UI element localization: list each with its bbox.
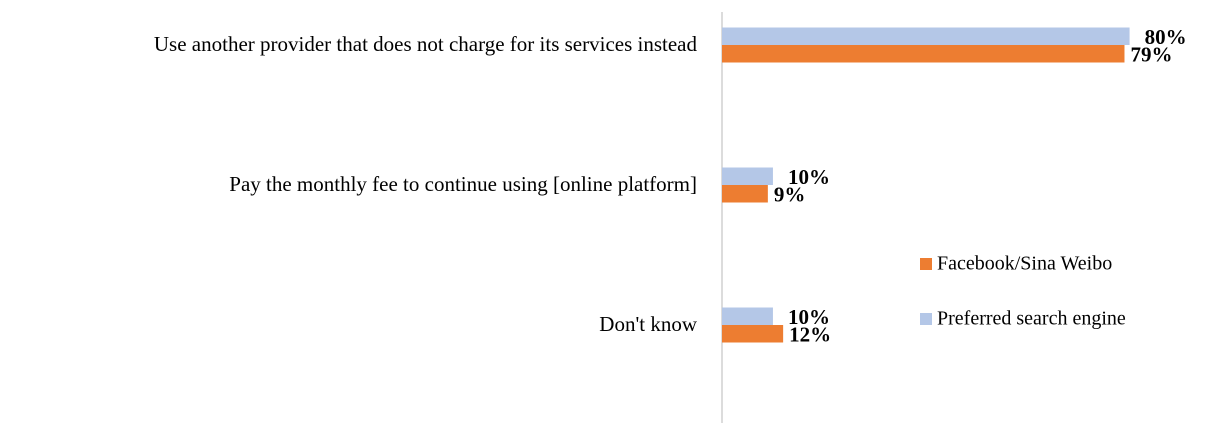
data-label: 9% — [774, 183, 806, 207]
bar — [722, 325, 784, 343]
legend-swatch — [920, 258, 932, 270]
bar — [722, 307, 773, 325]
category-label: Use another provider that does not charg… — [154, 32, 698, 56]
data-label: 79% — [1130, 43, 1172, 67]
legend-label: Facebook/Sina Weibo — [937, 253, 1112, 275]
data-label: 10% — [788, 305, 830, 329]
data-label: 10% — [788, 165, 830, 189]
data-label: 80% — [1145, 25, 1187, 49]
bar — [722, 167, 773, 185]
category-label: Pay the monthly fee to continue using [o… — [229, 172, 697, 196]
bar — [722, 27, 1130, 45]
legend-swatch — [920, 313, 932, 325]
data-label: 12% — [789, 323, 831, 347]
legend-label: Preferred search engine — [937, 308, 1126, 330]
bar — [722, 45, 1125, 63]
category-label: Don't know — [599, 312, 698, 336]
bar — [722, 185, 768, 203]
